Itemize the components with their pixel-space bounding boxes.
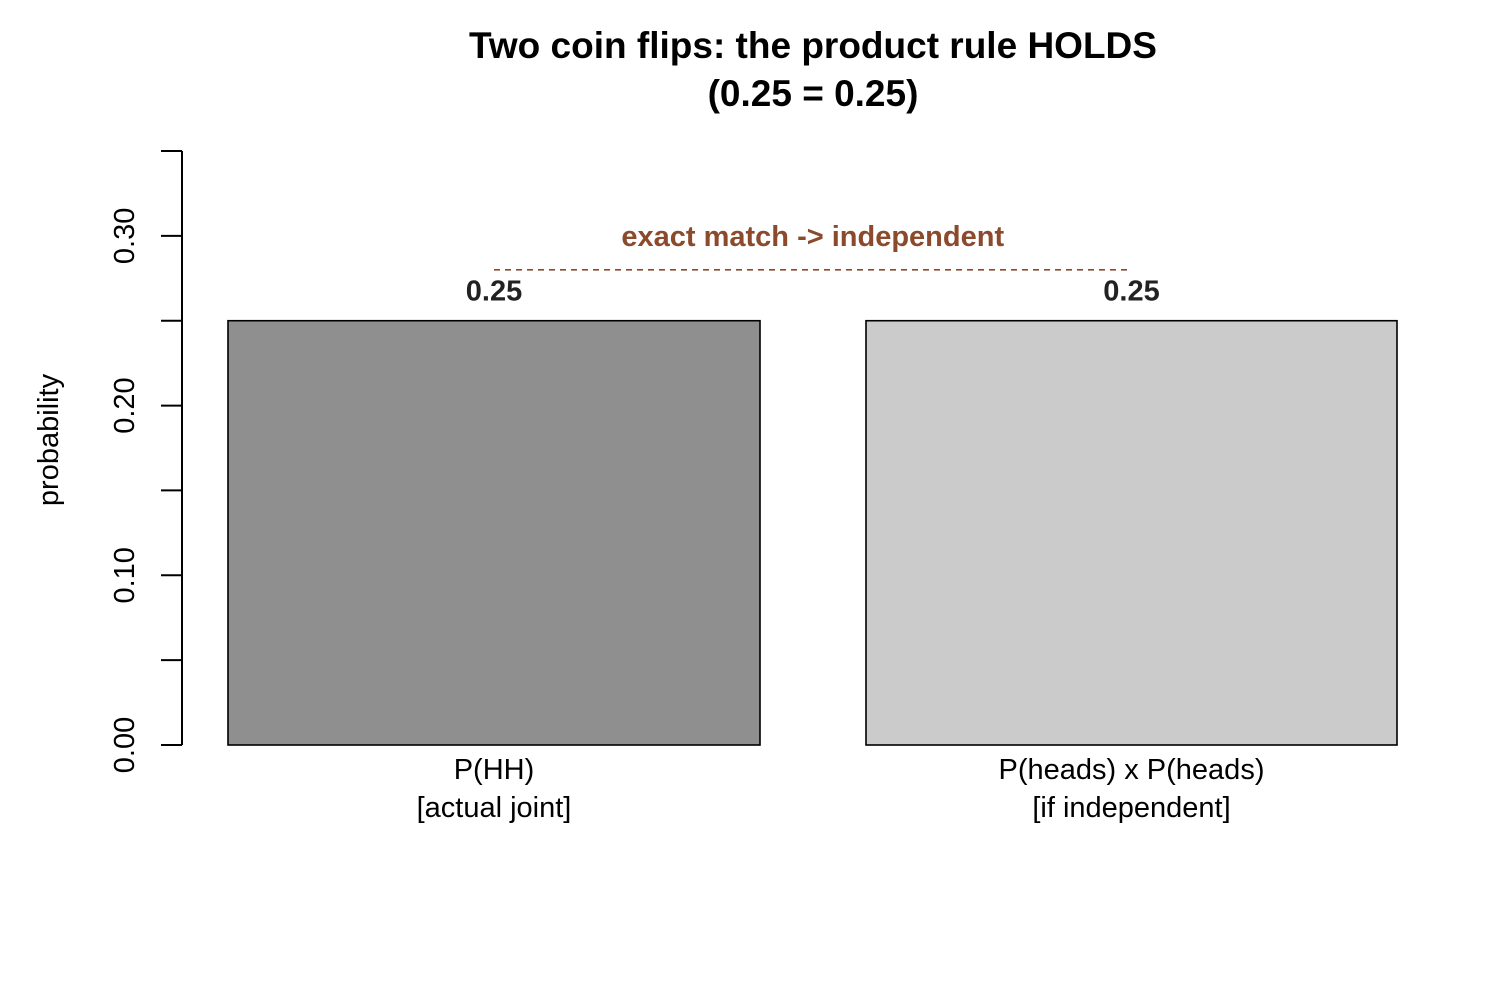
y-tick-label: 0.30	[109, 208, 141, 264]
x-category-label: P(HH)	[454, 754, 535, 786]
chart-title-line-1: Two coin flips: the product rule HOLDS	[469, 25, 1157, 66]
x-category-label: [actual joint]	[417, 792, 572, 824]
chart-title-line-2: (0.25 = 0.25)	[708, 73, 919, 114]
x-category-label: P(heads) x P(heads)	[999, 754, 1265, 786]
x-category-label: [if independent]	[1032, 792, 1230, 824]
bar	[227, 319, 761, 746]
bar-value-label: 0.25	[1103, 276, 1159, 308]
bar-value-label: 0.25	[466, 276, 522, 308]
y-tick-label: 0.20	[109, 377, 141, 433]
y-tick-label: 0.10	[109, 547, 141, 603]
plot-area: 0.00 0.10 0.20 0.30 0.25 P(HH) [actual joint] 0…	[109, 150, 1398, 824]
y-axis-label: probability	[33, 373, 65, 506]
y-tick-label: 0.00	[109, 717, 141, 773]
annotation-text: exact match -> independent	[621, 221, 1004, 253]
bar	[865, 319, 1398, 746]
